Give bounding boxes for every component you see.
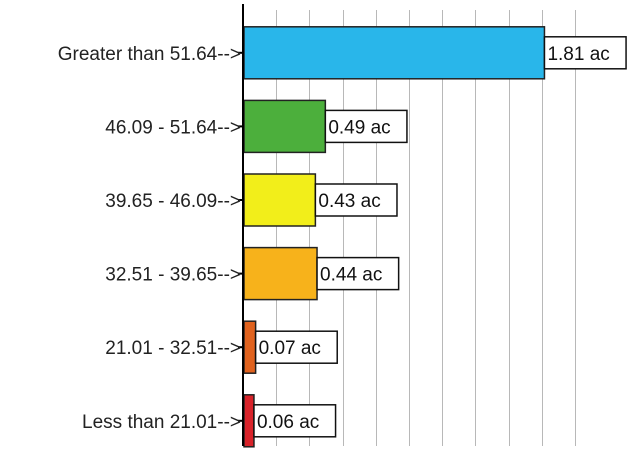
bar — [243, 26, 546, 80]
category-label: 39.65 - 46.09--> — [105, 191, 241, 212]
bar — [243, 394, 255, 448]
data-label-box — [254, 330, 338, 364]
data-label-box — [253, 404, 337, 438]
bar — [243, 246, 318, 301]
data-label-box — [314, 183, 398, 217]
data-label: 0.43 ac — [318, 191, 380, 212]
data-label-box — [316, 256, 400, 291]
category-label: 21.01 - 32.51--> — [105, 338, 241, 359]
category-label: Less than 21.01--> — [82, 412, 241, 433]
data-label: 0.06 ac — [257, 412, 319, 433]
category-labels: Greater than 51.64--> 46.09 - 51.64--> 39.… — [58, 44, 241, 433]
bar — [243, 320, 257, 374]
data-label: 1.81 ac — [547, 44, 609, 65]
data-label: 0.49 ac — [328, 117, 390, 138]
bar — [243, 173, 317, 227]
data-label: 0.44 ac — [320, 265, 382, 286]
y-axis — [238, 4, 244, 446]
data-label-box — [324, 109, 408, 144]
data-label: 0.07 ac — [259, 338, 321, 359]
bar — [243, 99, 327, 154]
category-label: Greater than 51.64--> — [58, 44, 241, 65]
gridlines — [276, 10, 576, 446]
category-label: 46.09 - 51.64--> — [105, 117, 241, 138]
value-labels: 1.81 ac 0.49 ac 0.43 ac 0.44 ac 0.07 ac 0.06 … — [253, 36, 627, 438]
data-label-box — [543, 36, 627, 70]
category-label: 32.51 - 39.65--> — [105, 265, 241, 286]
bars — [243, 26, 546, 448]
